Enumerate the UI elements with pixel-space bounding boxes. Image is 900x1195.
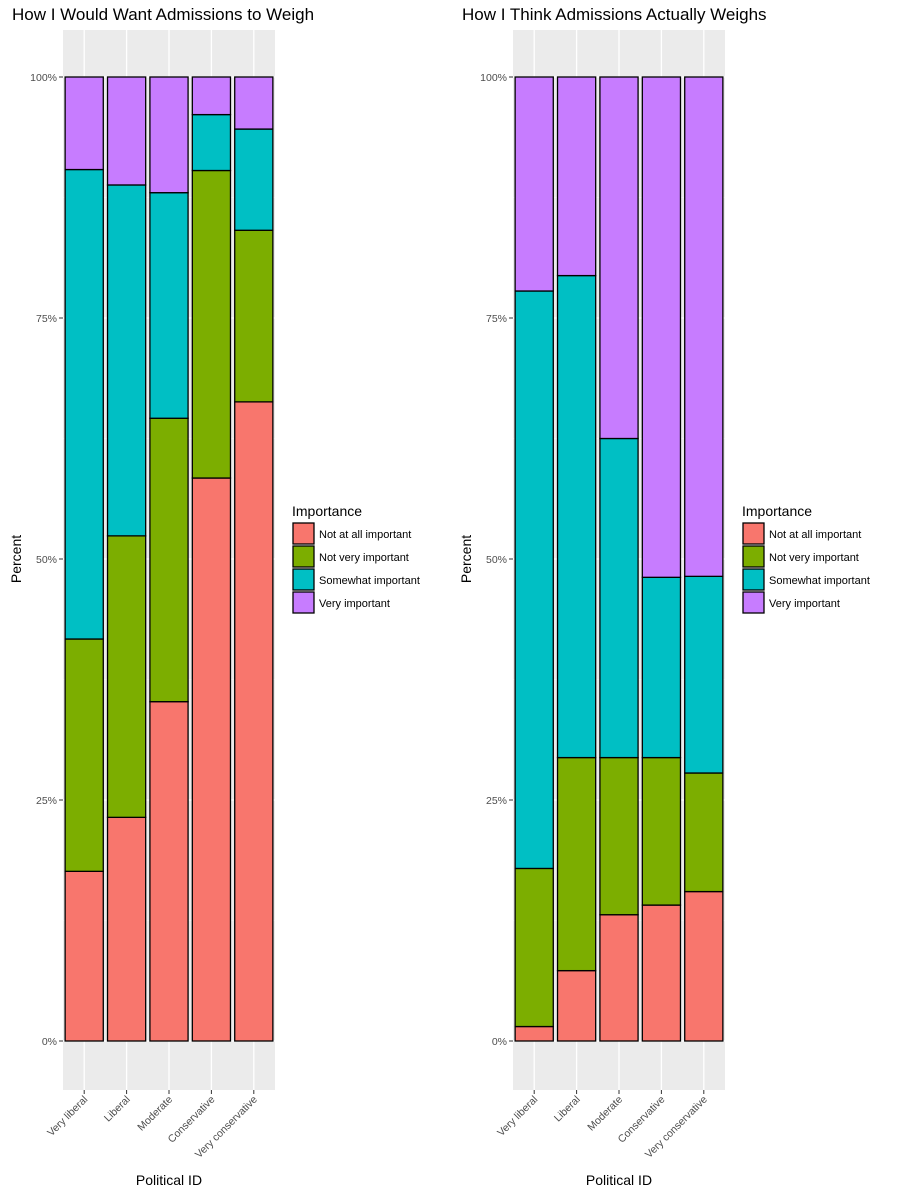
y-tick-label: 75% xyxy=(486,313,507,325)
bar-segment xyxy=(106,535,147,819)
bar-segment xyxy=(106,816,147,1042)
bar-segment xyxy=(599,76,639,440)
bar-segment xyxy=(234,128,274,231)
bar-segment xyxy=(641,576,682,759)
bar-segment xyxy=(556,969,597,1042)
chart-title: How I Would Want Admissions to Weigh xyxy=(12,5,314,24)
legend-label: Very important xyxy=(769,598,840,610)
y-tick-label: 0% xyxy=(492,1036,507,1048)
bar-segment xyxy=(64,168,104,640)
bar-segment xyxy=(191,169,232,479)
bar-segment xyxy=(106,184,147,537)
legend-key xyxy=(292,522,315,545)
bar-segment xyxy=(556,274,597,759)
bar-segment xyxy=(514,1025,554,1042)
legend-label: Not at all important xyxy=(319,529,411,541)
bar-segment xyxy=(599,914,639,1042)
x-tick-label: Liberal xyxy=(552,1094,583,1125)
bar-segment xyxy=(191,76,232,116)
bar-segment xyxy=(599,437,639,759)
x-tick-label: Very liberal xyxy=(495,1094,540,1139)
bar-segment xyxy=(641,904,682,1042)
y-axis-title: Percent xyxy=(8,535,24,583)
bar-segment xyxy=(556,76,597,277)
bar-segment xyxy=(149,417,189,703)
legend-key xyxy=(292,545,315,568)
bar-segment xyxy=(684,76,724,578)
x-axis-title: Political ID xyxy=(136,1172,202,1188)
bar-segment xyxy=(641,756,682,906)
legend-key xyxy=(742,545,765,568)
bar-segment xyxy=(556,756,597,972)
x-axis-title: Political ID xyxy=(586,1172,652,1188)
bar-segment xyxy=(684,575,724,774)
legend-title: Importance xyxy=(292,503,362,519)
bar-segment xyxy=(684,890,724,1042)
bar-segment xyxy=(191,477,232,1042)
x-tick-label: Moderate xyxy=(135,1094,175,1134)
y-tick-label: 50% xyxy=(36,554,57,566)
x-tick-label: Very liberal xyxy=(45,1094,90,1139)
legend-label: Somewhat important xyxy=(319,575,420,587)
legend-label: Not very important xyxy=(769,552,859,564)
legend-label: Not at all important xyxy=(769,529,861,541)
legend-label: Somewhat important xyxy=(769,575,870,587)
chart-svg-want: How I Would Want Admissions to Weigh 0% 25… xyxy=(8,5,420,1188)
bar-segment xyxy=(149,701,189,1042)
legend-key xyxy=(742,591,765,614)
bar-segment xyxy=(234,229,274,403)
chart-panel-actual: How I Think Admissions Actually Weighs 0%… xyxy=(450,0,900,1195)
legend-key xyxy=(292,591,315,614)
legend-key xyxy=(742,522,765,545)
legend-title: Importance xyxy=(742,503,812,519)
bar-segment xyxy=(514,76,554,292)
y-tick-label: 50% xyxy=(486,554,507,566)
y-tick-label: 100% xyxy=(480,72,507,84)
y-tick-label: 25% xyxy=(486,795,507,807)
bar-segment xyxy=(149,192,189,419)
y-tick-label: 25% xyxy=(36,795,57,807)
y-tick-label: 100% xyxy=(30,72,57,84)
bar-segment xyxy=(234,76,274,130)
bar-segment xyxy=(191,113,232,172)
bar-segment xyxy=(234,401,274,1042)
legend-label: Not very important xyxy=(319,552,409,564)
legend-key xyxy=(742,568,765,591)
bar-segment xyxy=(599,756,639,916)
bar-segment xyxy=(514,867,554,1028)
bar-segment xyxy=(641,76,682,578)
bar-segment xyxy=(64,638,104,872)
bar-segment xyxy=(64,76,104,171)
y-tick-label: 0% xyxy=(42,1036,57,1048)
bar-segment xyxy=(149,76,189,194)
legend-label: Very important xyxy=(319,598,390,610)
y-tick-label: 75% xyxy=(36,313,57,325)
bar-segment xyxy=(514,290,554,870)
legend-key xyxy=(292,568,315,591)
bar-segment xyxy=(684,772,724,893)
y-axis-title: Percent xyxy=(458,535,474,583)
chart-title: How I Think Admissions Actually Weighs xyxy=(462,5,767,24)
bar-segment xyxy=(106,76,147,186)
x-tick-label: Moderate xyxy=(585,1094,625,1134)
chart-svg-actual: How I Think Admissions Actually Weighs 0%… xyxy=(458,5,870,1188)
bar-segment xyxy=(64,870,104,1042)
chart-panel-want: How I Would Want Admissions to Weigh 0% 25… xyxy=(8,5,420,1188)
x-tick-label: Liberal xyxy=(102,1094,133,1125)
